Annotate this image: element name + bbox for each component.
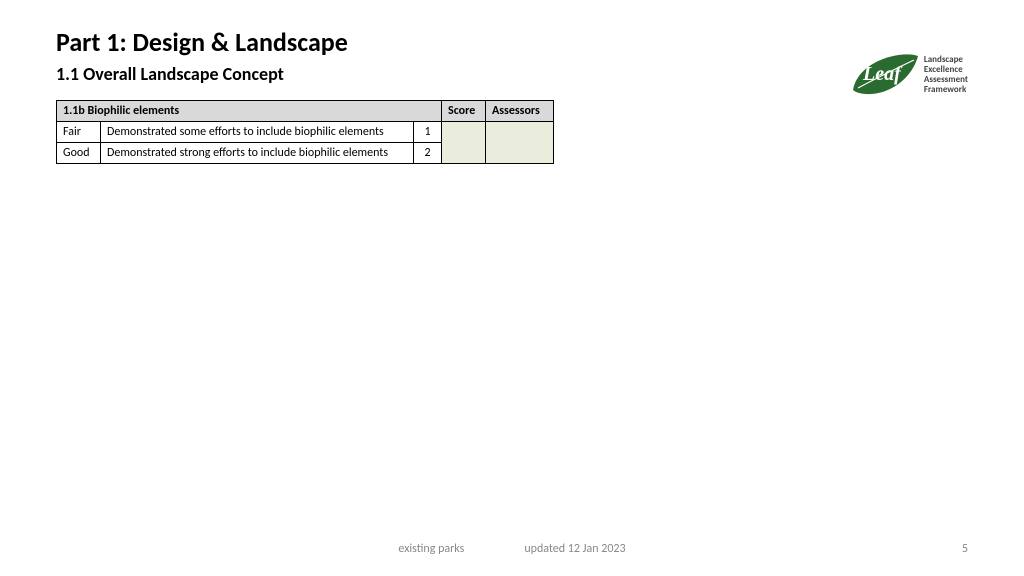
cell-points: 2 xyxy=(414,143,442,164)
cell-points: 1 xyxy=(414,122,442,143)
header-score: Score xyxy=(442,101,486,122)
page-number: 5 xyxy=(962,542,968,556)
footer-context: existing parks xyxy=(398,542,464,556)
tagline-line: Framework xyxy=(924,85,968,95)
cell-rating: Good xyxy=(57,143,101,164)
header: Part 1: Design & Landscape 1.1 Overall L… xyxy=(56,28,968,85)
leaf-logo-tagline: Landscape Excellence Assessment Framewor… xyxy=(924,55,968,95)
footer-center: existing parks updated 12 Jan 2023 xyxy=(398,542,625,556)
leaf-logo: Leaf Landscape Excellence Assessment Fra… xyxy=(848,50,968,100)
criteria-table: 1.1b Biophilic elements Score Assessors … xyxy=(56,100,554,164)
cell-assessors-empty xyxy=(486,122,554,164)
cell-score-empty xyxy=(442,122,486,164)
slide-page: Part 1: Design & Landscape 1.1 Overall L… xyxy=(0,0,1024,576)
header-assessors: Assessors xyxy=(486,101,554,122)
header-criterion: 1.1b Biophilic elements xyxy=(57,101,442,122)
page-title: Part 1: Design & Landscape xyxy=(56,28,968,57)
cell-rating: Fair xyxy=(57,122,101,143)
footer: existing parks updated 12 Jan 2023 5 xyxy=(56,542,968,556)
leaf-logo-word: Leaf xyxy=(862,63,903,85)
leaf-icon: Leaf xyxy=(848,50,920,100)
table-header-row: 1.1b Biophilic elements Score Assessors xyxy=(57,101,554,122)
footer-updated: updated 12 Jan 2023 xyxy=(524,542,625,556)
page-subtitle: 1.1 Overall Landscape Concept xyxy=(56,63,968,85)
criteria-table-wrap: 1.1b Biophilic elements Score Assessors … xyxy=(56,100,554,164)
cell-desc: Demonstrated some efforts to include bio… xyxy=(100,122,413,143)
table-row: Fair Demonstrated some efforts to includ… xyxy=(57,122,554,143)
cell-desc: Demonstrated strong efforts to include b… xyxy=(100,143,413,164)
